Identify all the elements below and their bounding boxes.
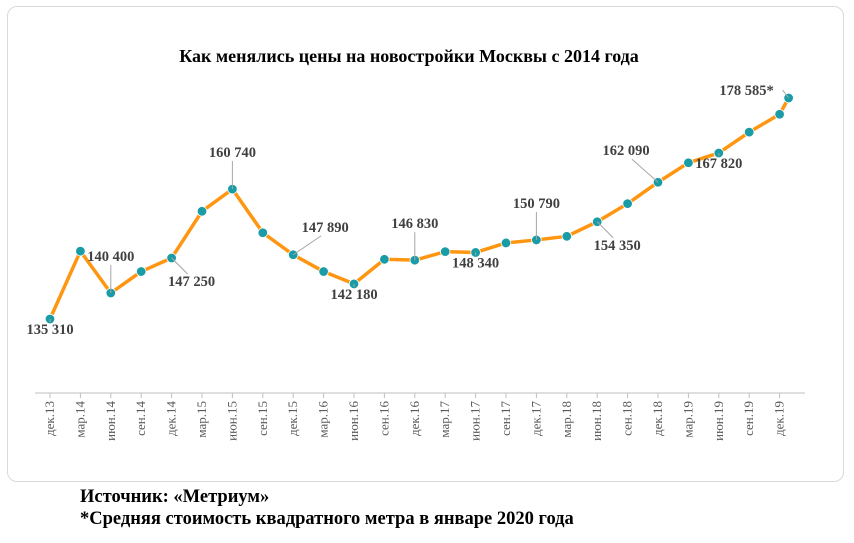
x-tick-label: мар.16 [316,401,331,438]
chart-frame [7,6,844,482]
data-label: 148 340 [452,255,499,271]
x-tick-label: дек.14 [164,401,179,436]
footnotes: Источник: «Метриум» *Средняя стоимость к… [80,486,574,530]
data-point [744,126,755,138]
label-leader-line [292,235,322,256]
x-tick-label: мар.19 [680,401,695,438]
data-point [196,206,208,217]
x-tick-label: дек.16 [407,401,422,436]
x-tick-label: сен.15 [255,401,270,436]
x-tick-label: июн.16 [346,401,361,441]
data-point [318,266,329,277]
data-label: 142 180 [330,287,377,303]
x-tick-label: мар.17 [437,401,452,438]
x-tick-label: мар.14 [72,401,87,438]
data-point [440,246,451,257]
label-leader-line [631,158,659,183]
data-label: 147 890 [302,220,349,236]
x-tick-label: сен.17 [498,401,513,436]
x-tick-label: дек.13 [42,401,57,436]
data-point [135,266,147,277]
data-label: 160 740 [209,145,256,161]
x-tick-label: сен.16 [376,401,391,436]
data-label: 150 790 [513,196,560,212]
data-label: 135 310 [26,322,73,338]
data-point [622,198,633,209]
data-label: 167 820 [695,156,742,172]
x-tick-label: сен.19 [741,401,756,436]
x-tick-label: июн.15 [224,401,239,441]
chart-title: Как менялись цены на новостройки Москвы … [179,46,639,66]
data-label: 140 400 [87,249,134,265]
data-point [774,109,785,120]
label-leader-line [782,89,789,99]
x-tick-label: июн.17 [468,401,483,441]
x-tick-label: дек.17 [528,401,543,436]
data-point [500,237,512,249]
data-point [75,245,86,257]
data-label: 146 830 [391,216,438,232]
x-tick-label: мар.18 [559,401,574,438]
x-tick-label: мар.15 [194,401,209,438]
data-label: 154 350 [594,238,641,254]
footnote-note: *Средняя стоимость квадратного метра в я… [80,509,574,529]
data-point [561,231,573,242]
label-leader-line [171,257,188,275]
source-note: Источник: «Метриум» [80,487,270,507]
x-tick-label: сен.14 [133,401,148,436]
data-point [683,157,694,168]
data-label: 147 250 [168,274,215,290]
x-tick-label: июн.14 [103,401,118,441]
label-leader-line [596,221,614,239]
x-tick-label: июн.19 [711,401,726,441]
data-label: 162 090 [602,143,649,159]
x-tick-label: сен.18 [620,401,635,436]
data-label: 178 585* [719,83,773,99]
x-tick-label: июн.18 [589,401,604,441]
data-point [379,254,390,265]
x-tick-label: дек.19 [772,401,787,436]
data-point [257,227,269,238]
x-tick-label: дек.15 [285,401,300,436]
series-line [48,96,791,321]
x-tick-label: дек.18 [650,401,665,436]
